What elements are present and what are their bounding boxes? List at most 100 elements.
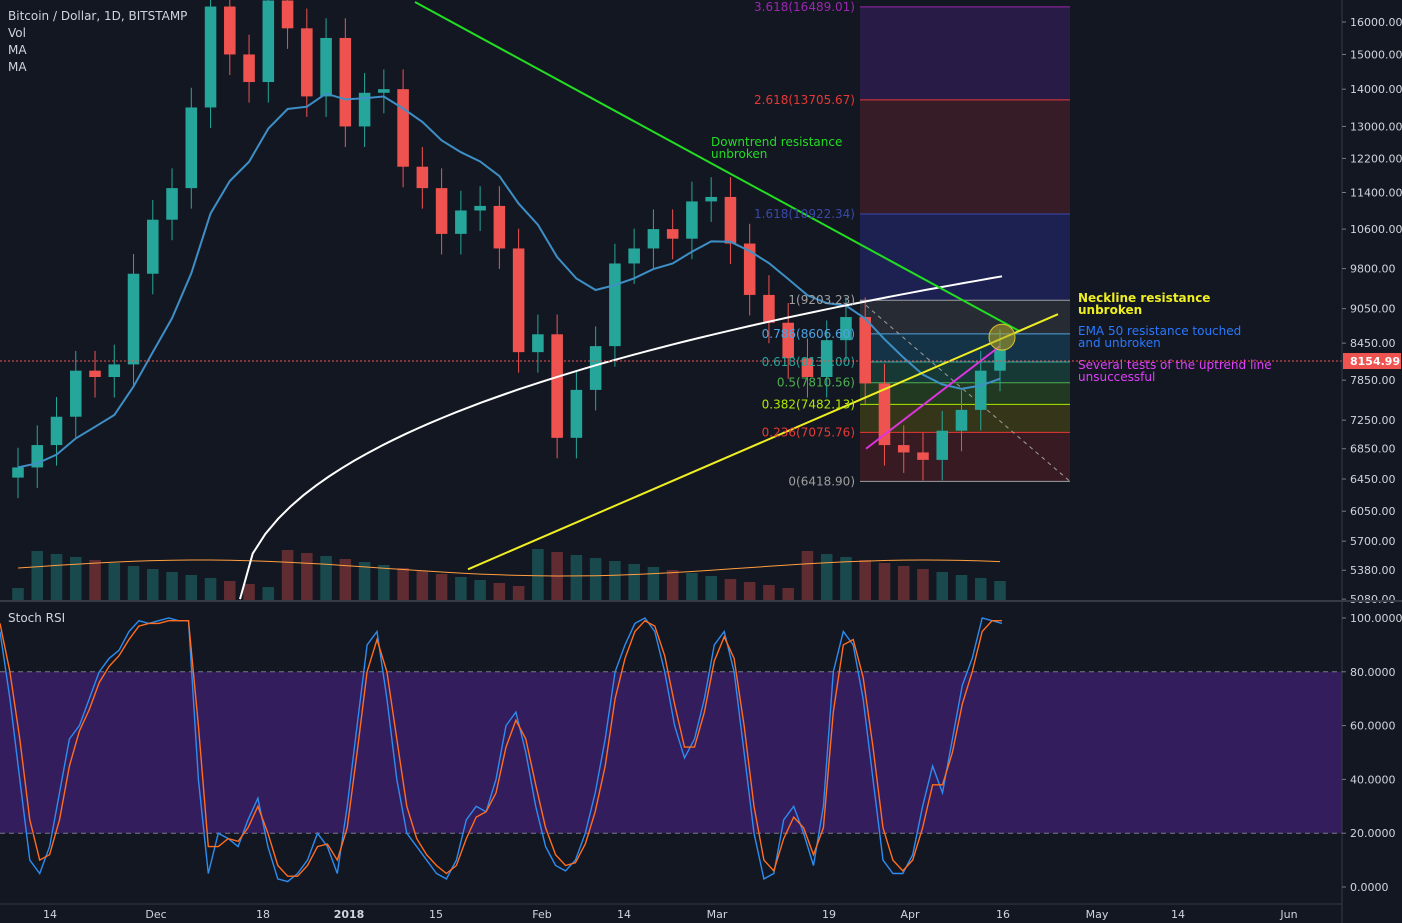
fib-zone — [860, 382, 1070, 405]
volume-bar — [166, 572, 178, 600]
current-price-label: 8154.99 — [1350, 355, 1400, 368]
volume-bar — [243, 584, 255, 600]
volume-layer — [12, 549, 1006, 600]
volume-bar — [185, 575, 198, 600]
legend-symbol[interactable]: Bitcoin / Dollar, 1D, BITSTAMP — [8, 9, 188, 23]
candle-body — [551, 334, 563, 438]
candle-body — [763, 294, 775, 323]
stoch-tick-label: 80.0000 — [1350, 666, 1396, 679]
time-tick-label: Mar — [707, 908, 728, 921]
candle-body — [647, 229, 660, 249]
price-tick-label: 6450.00 — [1350, 473, 1396, 486]
annotation-line: unbroken — [711, 147, 767, 161]
candle-body — [281, 0, 294, 29]
fib-level-label: 1(9203.23) — [788, 293, 855, 307]
fib-level-label: 0.786(8606.60) — [762, 327, 855, 341]
uptrend-line — [865, 345, 1001, 450]
volume-bar — [455, 577, 467, 600]
volume-bar — [820, 554, 833, 600]
price-tick-label: 9800.00 — [1350, 263, 1396, 276]
current-price-badge — [1343, 353, 1401, 370]
fib-zone — [860, 300, 1070, 334]
volume-bar — [609, 561, 621, 600]
volume-bar — [12, 588, 24, 600]
volume-bar — [936, 572, 949, 600]
legend-volume[interactable]: Vol — [8, 26, 26, 40]
volume-bar — [570, 555, 583, 600]
time-tick-label: 18 — [256, 908, 270, 921]
volume-bar — [743, 582, 756, 600]
volume-bar — [974, 578, 987, 600]
time-tick-label: 19 — [822, 908, 836, 921]
candle-body — [532, 334, 544, 353]
annotation-line: and unbroken — [1078, 336, 1161, 350]
price-tick-label: 6050.00 — [1350, 505, 1396, 518]
candle-body — [955, 409, 968, 431]
candle-body — [224, 6, 236, 55]
volume-ma-line — [17, 559, 1001, 577]
candle-body — [147, 219, 159, 274]
candle-body — [994, 349, 1006, 371]
candle-body — [12, 467, 24, 478]
candle-body — [455, 210, 467, 234]
ma200-line — [239, 275, 1003, 600]
fib-level-label: 3.618(16489.01) — [754, 0, 855, 14]
stoch-layer — [0, 617, 1342, 883]
candle-body — [801, 358, 814, 377]
fib-level-label: 0.618(8139.00) — [762, 355, 855, 369]
volume-bar — [724, 579, 737, 600]
volume-bar — [89, 560, 101, 600]
time-tick-label: May — [1086, 908, 1109, 921]
candle-body — [686, 201, 698, 239]
volume-bar — [435, 574, 448, 600]
volume-bar — [320, 556, 332, 600]
candle-body — [69, 370, 82, 417]
price-tick-label: 9050.00 — [1350, 303, 1396, 316]
legend-ma-2[interactable]: MA — [8, 60, 27, 74]
fib-zone — [860, 214, 1070, 301]
volume-bar — [763, 585, 775, 600]
candle-body — [878, 383, 891, 446]
volume-bar — [204, 578, 217, 600]
volume-bar — [147, 569, 159, 600]
time-tick-label: 14 — [1171, 908, 1185, 921]
candle-body — [859, 317, 871, 384]
volume-bar — [69, 557, 82, 600]
candle-body — [31, 445, 44, 468]
candle-body — [435, 188, 448, 234]
fib-labels: 3.618(16489.01) 2.618(13705.67) 1.618(1092… — [754, 0, 855, 488]
downtrend-resistance-line — [414, 1, 1021, 333]
legend-ma-1[interactable]: MA — [8, 43, 27, 57]
candle-body — [397, 89, 409, 167]
candle-body — [628, 248, 640, 264]
fib-level-label: 0(6418.90) — [788, 474, 855, 488]
volume-bar — [917, 569, 929, 600]
volume-bar — [955, 575, 968, 600]
volume-bar — [782, 588, 794, 600]
stoch-k-line — [0, 617, 1003, 883]
stoch-band — [0, 671, 1342, 834]
time-tick-label: 15 — [429, 908, 443, 921]
candle-body — [358, 92, 371, 127]
annotation-line: Several tests of the uptrend line — [1078, 358, 1272, 372]
stoch-tick-label: 40.0000 — [1350, 773, 1396, 786]
neckline-line — [467, 313, 1059, 571]
price-tick-label: 7250.00 — [1350, 414, 1396, 427]
price-tick-label: 12200.00 — [1350, 152, 1402, 165]
candle-body — [897, 445, 910, 453]
price-tick-label: 7850.00 — [1350, 374, 1396, 387]
fib-level-label: 0.236(7075.76) — [762, 425, 855, 439]
fib-trend-line — [859, 299, 1071, 482]
candle-body — [378, 89, 390, 93]
price-tick-label: 13000.00 — [1350, 120, 1402, 133]
time-tick-label: Jun — [1279, 908, 1297, 921]
ma-layer — [17, 92, 1003, 600]
stoch-rsi-label[interactable]: Stoch RSI — [8, 611, 66, 625]
volume-bar — [301, 553, 313, 600]
candle-body — [917, 452, 929, 460]
price-tick-label: 11400.00 — [1350, 187, 1402, 200]
candle-body — [339, 37, 352, 127]
candle-body — [609, 263, 621, 347]
stoch-tick-label: 60.0000 — [1350, 720, 1396, 733]
